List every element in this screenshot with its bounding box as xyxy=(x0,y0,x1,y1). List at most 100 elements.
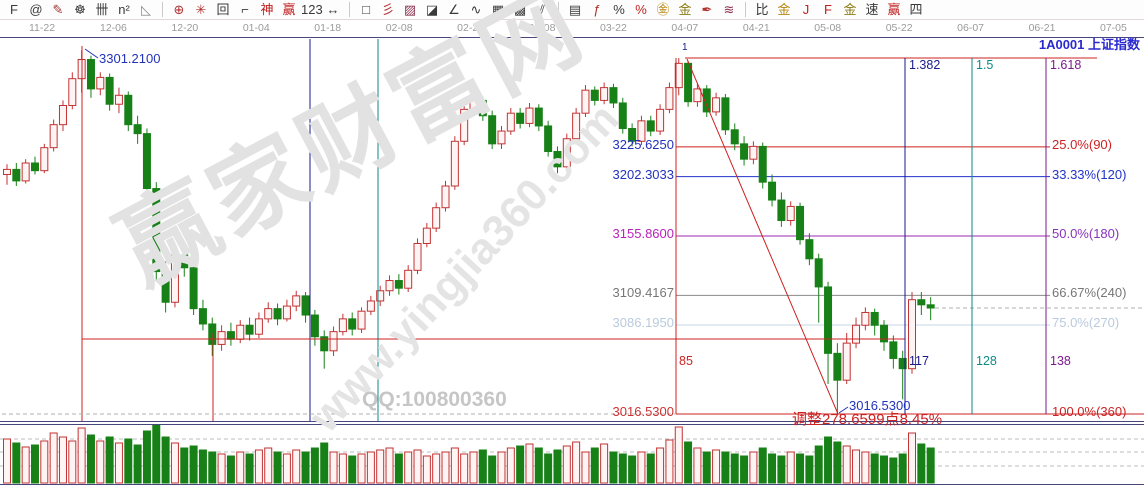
low-price-annotation: 3016.5300 xyxy=(849,398,911,413)
volume-bar xyxy=(161,436,170,484)
circle-crosshair-icon[interactable]: ⊕ xyxy=(173,1,185,17)
fan-box-icon[interactable]: ▨ xyxy=(403,1,417,17)
starburst-icon[interactable]: ✳ xyxy=(195,1,207,17)
candle-body xyxy=(329,331,338,352)
volume-bar xyxy=(198,449,207,484)
volume-bar xyxy=(264,447,273,484)
gann-count-label: 117 xyxy=(909,354,929,368)
volume-bar xyxy=(422,455,431,484)
compare-tool-icon[interactable]: 比 xyxy=(755,1,769,17)
gann-ratio-label: 1.5 xyxy=(976,58,994,72)
volume-bar xyxy=(880,455,889,484)
drawing-segment[interactable] xyxy=(84,48,99,59)
percent-line-icon[interactable]: % xyxy=(635,1,647,17)
volume-bar xyxy=(553,449,562,484)
gann-ratio-label: 1.382 xyxy=(909,58,941,72)
drawing-segment[interactable] xyxy=(686,58,839,415)
ray-fan-icon[interactable]: 彡 xyxy=(381,1,395,17)
candle-body xyxy=(301,295,310,316)
volume-bar xyxy=(926,447,935,484)
angle-sail-icon[interactable]: ◺ xyxy=(141,1,151,17)
date-tick-label: 07-05 xyxy=(1100,22,1127,34)
fib-percent-label: 75.0%(270) xyxy=(1052,315,1120,330)
price-chart-pane[interactable]: 赢家财富网 www.yingjia360.com xyxy=(0,0,1144,441)
si-angle-icon[interactable]: 四 xyxy=(909,1,923,17)
candle-body xyxy=(488,115,497,145)
volume-bar xyxy=(534,447,543,484)
volume-bar xyxy=(730,453,739,484)
volume-bar xyxy=(236,451,245,484)
gold-underline-icon[interactable]: 金 xyxy=(777,1,791,17)
curves-icon[interactable]: ≋ xyxy=(723,1,735,17)
ying-tool-icon[interactable]: 赢 xyxy=(282,1,296,17)
n-squared-icon[interactable]: n² xyxy=(118,1,130,17)
volume-bar xyxy=(786,451,795,484)
date-tick-label: 03-08 xyxy=(528,22,556,34)
candle-body xyxy=(348,318,357,330)
date-tick-label: 01-04 xyxy=(242,22,270,34)
box-tool-icon[interactable]: □ xyxy=(362,1,370,17)
percent-icon[interactable]: % xyxy=(613,1,625,17)
volume-bar xyxy=(105,436,114,484)
candle-body xyxy=(21,162,30,182)
candle-body xyxy=(553,151,562,168)
brush-icon[interactable]: ✒ xyxy=(701,1,713,17)
gold-circle-icon[interactable]: ㊎ xyxy=(656,1,670,17)
fib-percent-label: 25.0%(90) xyxy=(1052,136,1112,152)
volume-bar xyxy=(889,457,898,484)
gold-angle-icon[interactable]: 金 xyxy=(843,1,857,17)
volume-bar xyxy=(124,438,133,484)
volume-bar xyxy=(413,449,422,484)
price-ruler-icon[interactable]: ▤ xyxy=(568,1,582,17)
volume-bar xyxy=(338,453,347,484)
candle-body xyxy=(338,318,347,333)
candlestick-canvas[interactable] xyxy=(0,38,1144,421)
box-diagonal-icon[interactable]: ◪ xyxy=(425,1,439,17)
gann-wheel-icon[interactable]: ☸ xyxy=(74,1,86,17)
candle-body xyxy=(12,168,21,182)
candle-body xyxy=(366,300,375,312)
parallel-lines-icon[interactable]: ⫽ xyxy=(539,1,545,17)
shen-tool-icon[interactable]: 神 xyxy=(260,1,274,17)
volume-bar xyxy=(142,430,151,484)
volume-bar xyxy=(3,438,11,484)
grid-tool-icon[interactable]: ▦ xyxy=(491,1,505,17)
span-arrows-icon[interactable]: ↔ xyxy=(326,1,340,17)
text-tool-icon[interactable]: F xyxy=(10,1,18,17)
candle-body xyxy=(618,102,627,130)
percent-curve-icon[interactable]: ƒ xyxy=(593,1,601,17)
candle-body xyxy=(114,94,123,105)
fib-price-label: 3202.3033 xyxy=(612,166,674,182)
angle-lines-icon[interactable]: ∠ xyxy=(448,1,460,17)
volume-bar xyxy=(628,455,637,484)
volume-bar xyxy=(665,439,674,484)
volume-bar xyxy=(898,453,907,484)
square-spiral-icon[interactable]: 回 xyxy=(216,1,230,17)
count-ruler-icon[interactable]: 123 xyxy=(301,1,323,17)
candle-body xyxy=(469,99,478,110)
grid-arrow-icon[interactable]: ▩ xyxy=(513,1,527,17)
volume-bar xyxy=(366,451,375,484)
volume-bar xyxy=(114,442,123,484)
volume-bar xyxy=(460,453,469,484)
zigzag-wave-icon[interactable]: ∿ xyxy=(470,1,482,17)
gold-lines-icon[interactable]: 金 xyxy=(678,1,692,17)
candle-body xyxy=(497,130,506,145)
volume-canvas[interactable] xyxy=(0,425,1144,484)
drawing-segment[interactable] xyxy=(838,406,849,414)
candle-body xyxy=(572,112,581,140)
ying-angle-icon[interactable]: 赢 xyxy=(887,1,901,17)
volume-bar xyxy=(404,451,413,484)
flag-tool-icon[interactable]: ⌐ xyxy=(241,1,249,17)
pencil-draw-icon[interactable]: ✎ xyxy=(52,1,64,17)
toolbar-separator xyxy=(349,2,350,17)
speed-angle-icon[interactable]: 速 xyxy=(865,1,879,17)
candle-body xyxy=(628,128,637,142)
volume-pane[interactable] xyxy=(0,424,1144,485)
spiral-tool-icon[interactable]: @ xyxy=(29,1,43,17)
tick-ruler-icon[interactable]: 卌 xyxy=(95,1,109,17)
candle-body xyxy=(814,258,823,288)
j-angle-icon[interactable]: J xyxy=(802,1,810,17)
f-angle-icon[interactable]: F xyxy=(824,1,832,17)
candle-body xyxy=(385,280,394,292)
